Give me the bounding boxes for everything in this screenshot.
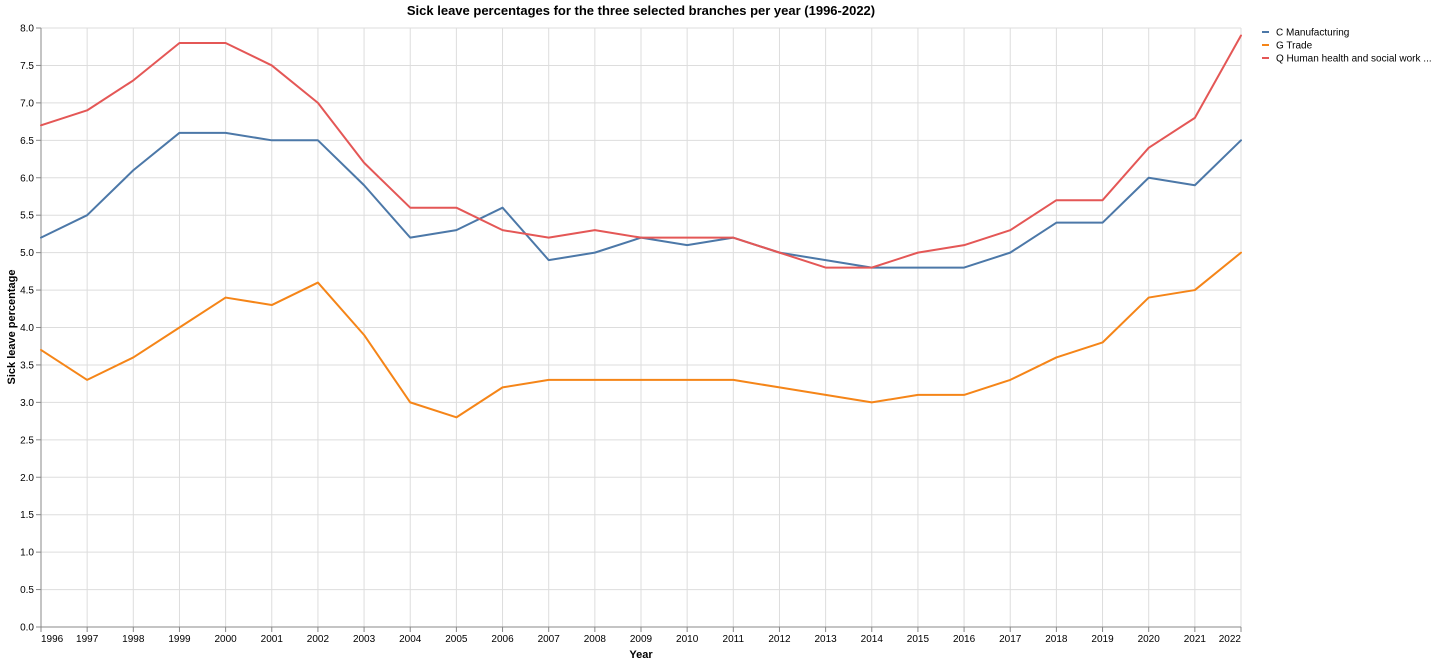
x-tick-label: 2017 bbox=[999, 634, 1022, 645]
x-tick-label: 2014 bbox=[861, 634, 884, 645]
x-tick-label: 2015 bbox=[907, 634, 930, 645]
x-tick-label: 2001 bbox=[261, 634, 284, 645]
x-tick-label: 2012 bbox=[768, 634, 791, 645]
chart-title: Sick leave percentages for the three sel… bbox=[407, 3, 875, 18]
y-tick-label: 3.0 bbox=[20, 398, 34, 409]
y-tick-label: 6.5 bbox=[20, 136, 34, 147]
x-tick-label: 2005 bbox=[445, 634, 468, 645]
y-tick-label: 7.5 bbox=[20, 61, 34, 72]
x-tick-label: 1999 bbox=[168, 634, 191, 645]
y-tick-label: 0.0 bbox=[20, 623, 34, 634]
y-tick-label: 5.5 bbox=[20, 211, 34, 222]
legend-label: C Manufacturing bbox=[1276, 28, 1349, 39]
series-lines bbox=[40, 34, 1242, 419]
x-tick-label: 2020 bbox=[1138, 634, 1161, 645]
x-tick-label: 2004 bbox=[399, 634, 422, 645]
x-tick-label: 2021 bbox=[1184, 634, 1207, 645]
x-tick-label: 2010 bbox=[676, 634, 699, 645]
x-tick-label: 1997 bbox=[76, 634, 99, 645]
x-tick-label: 1996 bbox=[41, 634, 64, 645]
x-tick-label: 1998 bbox=[122, 634, 145, 645]
y-tick-label: 4.5 bbox=[20, 286, 34, 297]
y-tick-label: 4.0 bbox=[20, 323, 34, 334]
x-tick-label: 2003 bbox=[353, 634, 376, 645]
legend[interactable]: C Manufacturing G Trade Q Human health and… bbox=[1262, 28, 1432, 65]
legend-item[interactable]: C Manufacturing bbox=[1262, 28, 1349, 39]
x-tick-label: 2013 bbox=[814, 634, 837, 645]
y-tick-label: 1.0 bbox=[20, 548, 34, 559]
grid bbox=[40, 27, 1242, 628]
x-tick-label: 2018 bbox=[1045, 634, 1068, 645]
y-tick-label: 6.0 bbox=[20, 173, 34, 184]
y-tick-label: 7.0 bbox=[20, 98, 34, 109]
legend-item[interactable]: G Trade bbox=[1262, 41, 1313, 52]
x-axis-title: Year bbox=[629, 649, 653, 661]
x-tick-label: 2000 bbox=[214, 634, 237, 645]
axes: 0.0 0.5 1.0 1.5 2.0 2.5 3.0 3.5 4.0 4.5 5.0 5.5 6.0 6… bbox=[20, 24, 1242, 645]
y-tick-label: 5.0 bbox=[20, 248, 34, 259]
y-tick-label: 2.0 bbox=[20, 473, 34, 484]
x-tick-label: 2016 bbox=[953, 634, 976, 645]
x-tick-label: 2007 bbox=[538, 634, 561, 645]
legend-label: G Trade bbox=[1276, 41, 1313, 52]
y-axis-title: Sick leave percentage bbox=[6, 270, 18, 385]
y-tick-label: 1.5 bbox=[20, 510, 34, 521]
x-tick-label: 2019 bbox=[1091, 634, 1114, 645]
x-tick-label: 2008 bbox=[584, 634, 607, 645]
x-tick-label: 2006 bbox=[491, 634, 514, 645]
y-tick-label: 0.5 bbox=[20, 585, 34, 596]
series-line-1 bbox=[40, 251, 1242, 419]
x-tick-label: 2022 bbox=[1219, 634, 1242, 645]
x-tick-label: 2009 bbox=[630, 634, 653, 645]
y-tick-label: 3.5 bbox=[20, 360, 34, 371]
x-tick-label: 2002 bbox=[307, 634, 330, 645]
y-tick-label: 8.0 bbox=[20, 24, 34, 35]
series-line-2 bbox=[40, 34, 1242, 269]
legend-label: Q Human health and social work ... bbox=[1276, 54, 1432, 65]
y-tick-label: 2.5 bbox=[20, 435, 34, 446]
x-tick-label: 2011 bbox=[723, 634, 745, 645]
legend-item[interactable]: Q Human health and social work ... bbox=[1262, 54, 1432, 65]
